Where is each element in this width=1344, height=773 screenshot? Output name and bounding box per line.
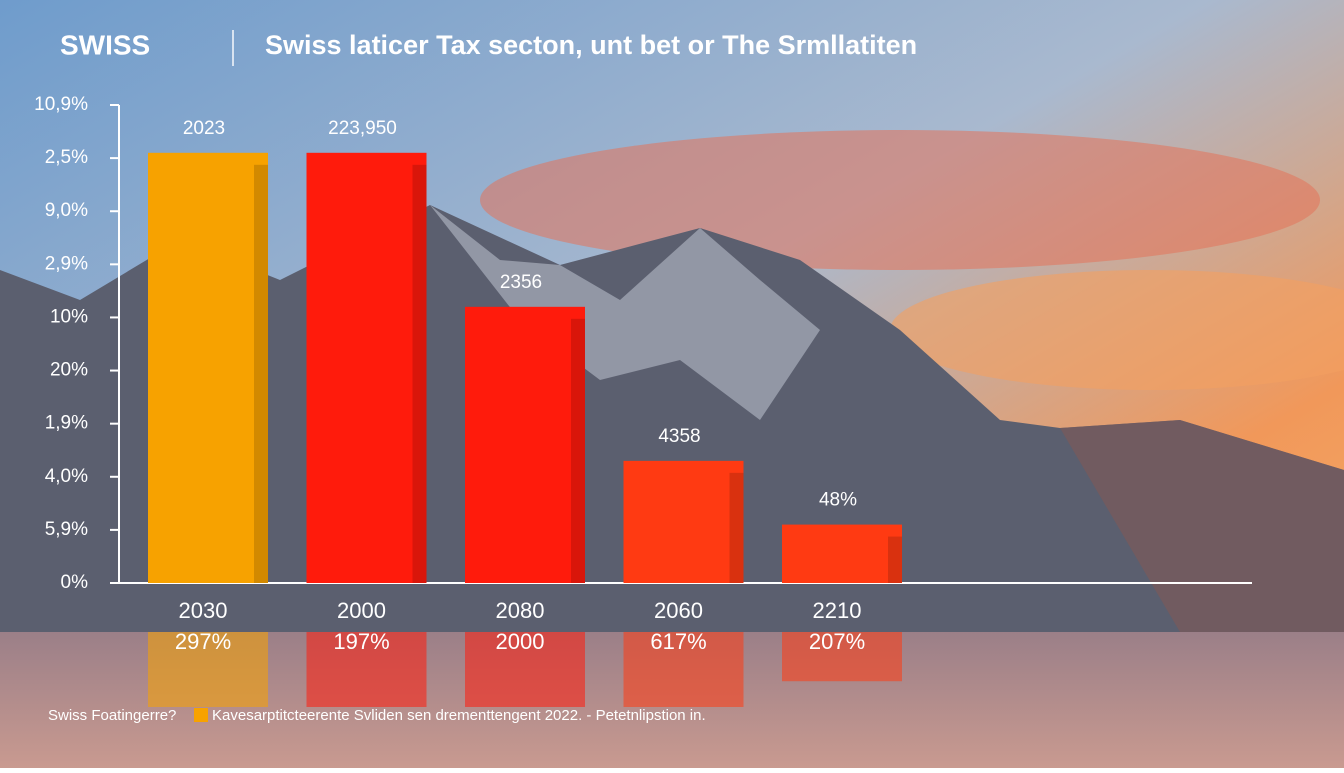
bar-annotation: 223,950: [328, 118, 397, 139]
x-tick-label: 2030: [179, 598, 228, 623]
legend-label: Kavesarptitcteerente Svliden sen drement…: [212, 707, 706, 724]
bar-reflection: [148, 632, 268, 707]
y-tick-label: 10%: [50, 306, 88, 327]
bar-side: [254, 164, 268, 584]
x-tick-label: 2060: [654, 598, 703, 623]
chart-title: SWISS: [60, 29, 150, 60]
x-tick-label: 2000: [337, 598, 386, 623]
bar: [465, 306, 585, 583]
cloud: [890, 270, 1344, 390]
y-tick-label: 10,9%: [34, 94, 88, 115]
bar: [306, 152, 427, 584]
x-tick-sublabel: 197%: [333, 629, 389, 654]
snow: [430, 205, 820, 420]
bar-reflection: [306, 632, 427, 707]
y-tick-label: 2,9%: [45, 253, 88, 274]
bar: [782, 524, 902, 583]
bar-reflection: [623, 632, 744, 707]
y-tick-label: 20%: [50, 360, 88, 381]
x-tick-label: 2210: [813, 598, 862, 623]
chart-subtitle: Swiss laticer Tax secton, unt bet or The…: [265, 30, 917, 60]
bar-reflection: [782, 632, 902, 682]
bar-annotation: 4358: [658, 426, 700, 447]
cloud: [480, 130, 1320, 270]
bar-side: [412, 164, 427, 584]
bar-side: [888, 536, 902, 583]
footnote: Swiss Foatingerre?: [48, 707, 176, 724]
bar-side: [571, 318, 585, 583]
bar-annotation: 48%: [819, 490, 857, 511]
y-tick-label: 9,0%: [45, 200, 88, 221]
far-ridge: [1060, 420, 1344, 632]
y-tick-label: 1,9%: [45, 413, 88, 434]
y-tick-label: 5,9%: [45, 519, 88, 540]
y-tick-label: 0%: [61, 572, 89, 593]
bar-annotation: 2356: [500, 272, 542, 293]
legend-swatch: [194, 708, 208, 722]
x-tick-sublabel: 297%: [175, 629, 231, 654]
y-tick-label: 2,5%: [45, 147, 88, 168]
x-tick-sublabel: 617%: [650, 629, 706, 654]
bar-annotation: 2023: [183, 118, 225, 139]
bar-side: [729, 472, 744, 583]
x-tick-sublabel: 2000: [496, 629, 545, 654]
x-tick-sublabel: 207%: [809, 629, 865, 654]
bar-reflection: [465, 632, 585, 707]
y-tick-label: 4,0%: [45, 466, 88, 487]
bar: [623, 460, 744, 583]
bar: [148, 152, 268, 584]
x-tick-label: 2080: [496, 598, 545, 623]
